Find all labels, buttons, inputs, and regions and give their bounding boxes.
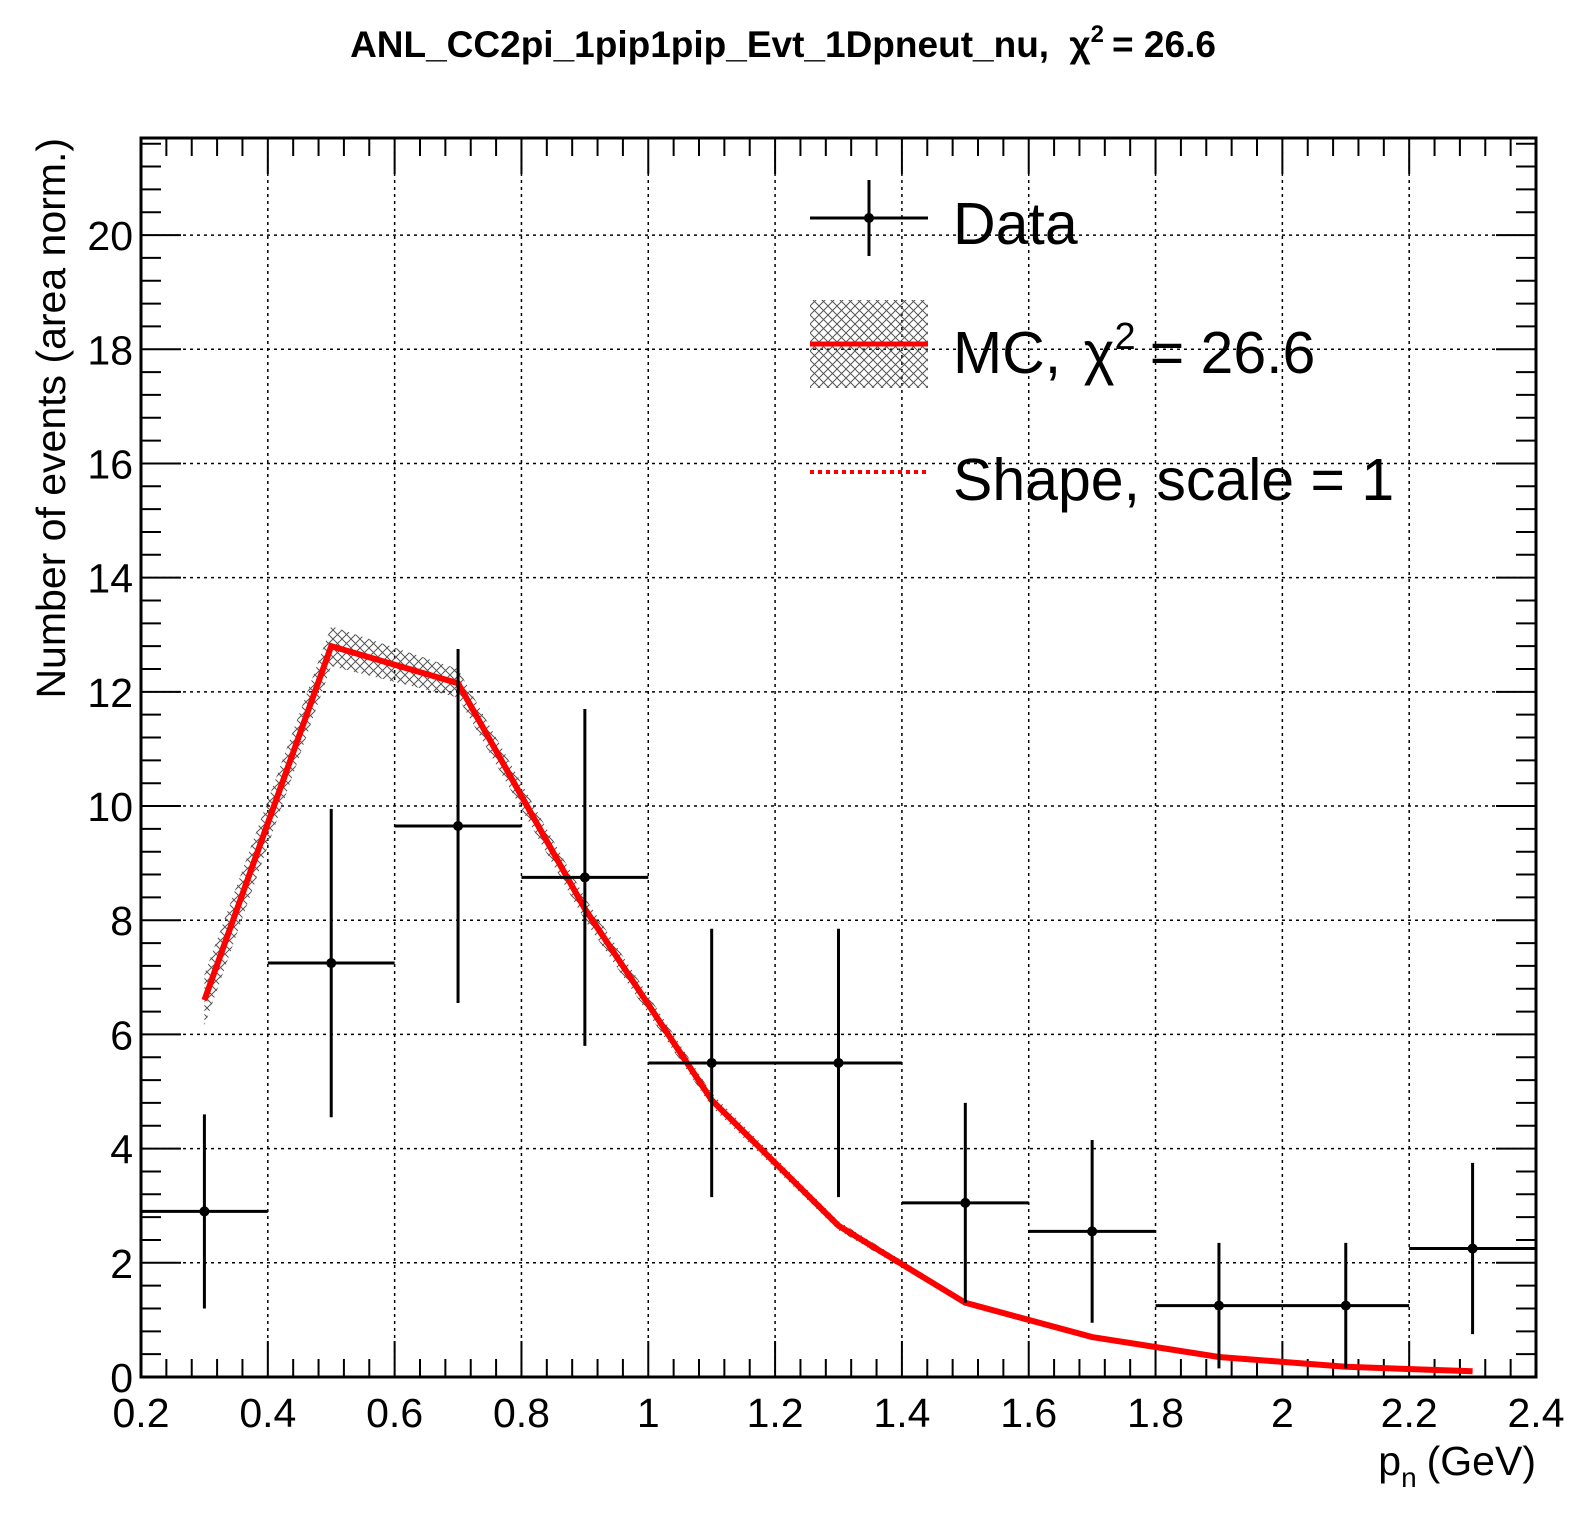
grid	[141, 138, 1536, 1377]
y-tick-label: 14	[87, 556, 133, 602]
x-tick-label: 1	[637, 1390, 660, 1436]
chart-title: ANL_CC2pi_1pip1pip_Evt_1Dpneut_nu, χ2 = 2…	[350, 21, 1216, 65]
y-tick-labels: 0 2 4 6 8 10 12 14 16 18 20	[87, 213, 133, 1401]
data-point	[648, 928, 776, 1198]
data-point	[1409, 1162, 1536, 1335]
data-point	[901, 1102, 1029, 1303]
data-marker	[1467, 1243, 1478, 1254]
y-tick-label: 2	[110, 1241, 133, 1287]
legend-data-label: Data	[953, 191, 1078, 257]
y-tick-label: 18	[87, 327, 133, 373]
y-tick-label: 16	[87, 441, 133, 487]
plot-frame	[139, 136, 1538, 1379]
x-tick-labels: 0.2 0.4 0.6 0.8 1 1.2 1.4 1.6 1.8 2 2.2 2.4	[113, 1390, 1565, 1436]
data-point	[141, 1114, 268, 1309]
y-tick-label: 12	[87, 670, 133, 716]
data-points	[141, 649, 1536, 1369]
data-marker	[1340, 1300, 1351, 1311]
y-tick-label: 20	[87, 213, 133, 259]
data-point	[775, 928, 902, 1198]
y-tick-label: 10	[87, 784, 133, 830]
y-tick-label: 8	[110, 898, 133, 944]
legend-mc-marker	[810, 300, 928, 388]
y-tick-label: 0	[110, 1355, 133, 1401]
x-tick-label: 1.6	[1000, 1390, 1057, 1436]
legend-mc-label: MC, χ2 = 26.6	[953, 316, 1315, 386]
x-tick-label: 0.2	[113, 1390, 170, 1436]
data-marker	[199, 1206, 210, 1217]
data-marker	[960, 1197, 971, 1208]
data-point	[521, 708, 649, 1046]
mc-line	[201, 642, 1473, 1375]
data-point	[394, 649, 522, 1004]
y-axis-label: Number of events (area norm.)	[28, 138, 74, 699]
x-tick-label: 2.4	[1508, 1390, 1565, 1436]
data-point	[267, 808, 395, 1118]
data-point	[1282, 1242, 1410, 1369]
data-marker	[833, 1057, 844, 1068]
x-tick-label: 1.4	[873, 1390, 930, 1436]
data-marker	[706, 1057, 717, 1068]
x-axis-label: pn (GeV)	[1378, 1438, 1536, 1493]
x-tick-label: 2.2	[1381, 1390, 1438, 1436]
data-marker	[579, 872, 590, 883]
legend: Data MC, χ2 = 26.6 Shape, scale = 1	[810, 180, 1394, 513]
data-marker	[326, 958, 337, 969]
x-tick-label: 0.4	[239, 1390, 296, 1436]
data-marker	[453, 821, 464, 832]
x-tick-label: 1.2	[747, 1390, 804, 1436]
legend-shape-label: Shape, scale = 1	[953, 447, 1394, 513]
data-marker	[1213, 1300, 1224, 1311]
mc-series-line	[201, 642, 1473, 1375]
x-tick-label: 0.6	[366, 1390, 423, 1436]
x-tick-label: 2	[1271, 1390, 1294, 1436]
y-tick-label: 6	[110, 1012, 133, 1058]
legend-data-marker	[810, 180, 928, 256]
x-tick-label: 0.8	[493, 1390, 550, 1436]
data-point	[1028, 1140, 1156, 1323]
y-tick-label: 4	[110, 1127, 133, 1173]
data-marker	[1087, 1226, 1098, 1237]
data-point	[1155, 1242, 1283, 1369]
x-tick-label: 1.8	[1127, 1390, 1184, 1436]
